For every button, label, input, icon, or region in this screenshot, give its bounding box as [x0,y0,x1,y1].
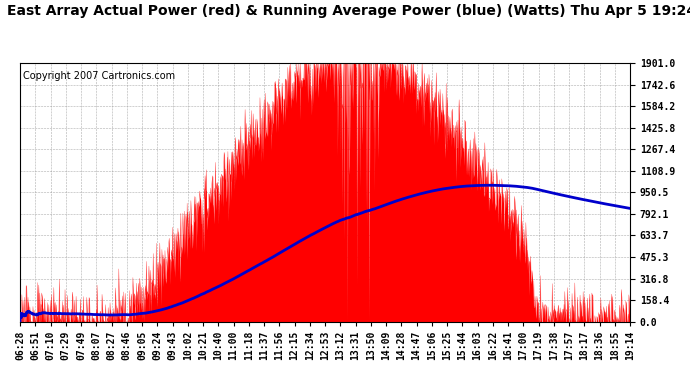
Text: Copyright 2007 Cartronics.com: Copyright 2007 Cartronics.com [23,71,175,81]
Text: East Array Actual Power (red) & Running Average Power (blue) (Watts) Thu Apr 5 1: East Array Actual Power (red) & Running … [7,4,690,18]
